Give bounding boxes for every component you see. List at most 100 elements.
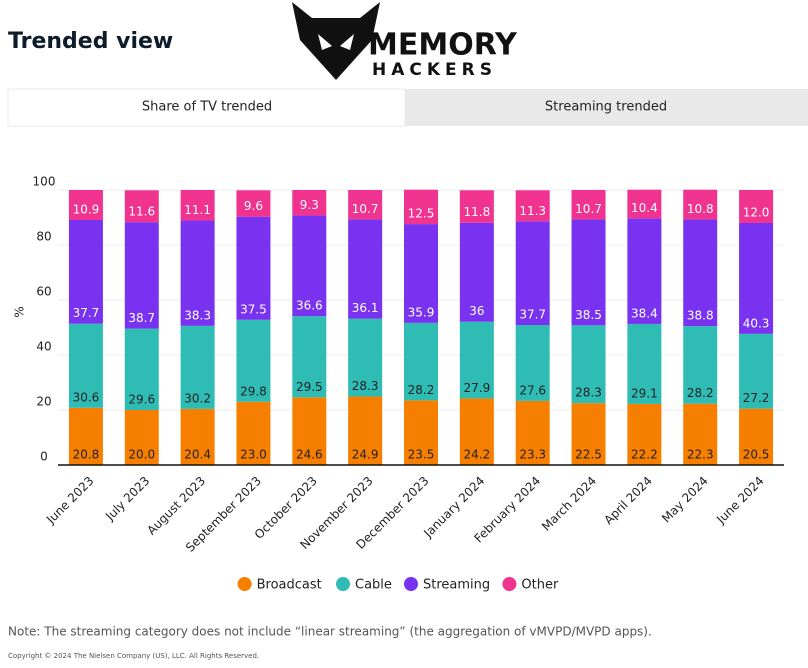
data-label: 29.1 bbox=[631, 386, 658, 400]
y-tick-label: 60 bbox=[36, 285, 51, 299]
copyright: Copyright © 2024 The Nielsen Company (US… bbox=[8, 652, 259, 660]
data-label: 10.4 bbox=[631, 201, 658, 215]
legend-label: Broadcast bbox=[257, 578, 322, 593]
bar-segment bbox=[236, 319, 271, 402]
bar-segment bbox=[68, 190, 103, 220]
bar-segment bbox=[515, 400, 550, 465]
data-label: 10.7 bbox=[352, 202, 379, 216]
x-tick-label: March 2024 bbox=[539, 474, 599, 534]
bar-segment bbox=[68, 219, 103, 324]
data-label: 30.2 bbox=[184, 391, 211, 405]
data-label: 36.1 bbox=[352, 301, 379, 315]
bar-segment bbox=[180, 220, 215, 326]
data-label: 28.3 bbox=[352, 379, 379, 393]
tab-label[interactable]: Share of TV trended bbox=[142, 100, 272, 115]
x-tick-label: July 2023 bbox=[102, 474, 152, 524]
y-tick-label: 80 bbox=[36, 230, 51, 244]
bar-segment bbox=[459, 321, 494, 399]
data-label: 10.7 bbox=[575, 202, 602, 216]
data-label: 10.8 bbox=[687, 202, 714, 216]
bar-segment bbox=[236, 190, 271, 217]
logo-text: HACKERS bbox=[372, 60, 497, 80]
data-label: 36.6 bbox=[296, 299, 323, 313]
data-label: 20.4 bbox=[184, 448, 211, 462]
data-label: 23.5 bbox=[408, 448, 435, 462]
data-label: 38.3 bbox=[184, 308, 211, 322]
bar-segment bbox=[459, 190, 494, 223]
bar-segment bbox=[348, 190, 383, 220]
x-tick-label: April 2024 bbox=[601, 474, 655, 528]
data-label: 28.2 bbox=[687, 386, 714, 400]
data-label: 12.5 bbox=[408, 207, 435, 221]
y-tick-label: 20 bbox=[36, 395, 51, 409]
data-label: 23.3 bbox=[519, 448, 546, 462]
data-label: 35.9 bbox=[408, 305, 435, 319]
data-label: 20.5 bbox=[743, 448, 770, 462]
legend-label: Streaming bbox=[423, 578, 490, 593]
data-label: 27.6 bbox=[519, 383, 546, 397]
bar-segment bbox=[627, 189, 662, 219]
legend-label: Cable bbox=[355, 578, 392, 593]
x-tick-label: June 2023 bbox=[43, 474, 96, 527]
data-label: 37.7 bbox=[73, 306, 100, 320]
y-axis-label: % bbox=[13, 306, 27, 317]
bar-segment bbox=[627, 323, 662, 404]
bar-segment bbox=[292, 397, 327, 465]
y-tick-label: 40 bbox=[36, 340, 51, 354]
data-label: 29.8 bbox=[240, 384, 267, 398]
bar-segment bbox=[236, 216, 271, 320]
data-label: 38.4 bbox=[631, 306, 658, 320]
bar-segment bbox=[124, 222, 159, 329]
bar-segment bbox=[124, 190, 159, 223]
bar-segment bbox=[348, 318, 383, 397]
data-label: 9.3 bbox=[300, 198, 319, 212]
data-label: 27.9 bbox=[463, 381, 490, 395]
bar-segment bbox=[627, 403, 662, 465]
bar-segment bbox=[571, 403, 606, 465]
bar-segment bbox=[739, 408, 774, 465]
bar-segment bbox=[292, 190, 327, 216]
data-label: 28.2 bbox=[408, 383, 435, 397]
bar-segment bbox=[68, 323, 103, 408]
data-label: 38.5 bbox=[575, 308, 602, 322]
bar-segment bbox=[515, 325, 550, 401]
tab-background bbox=[405, 89, 808, 126]
data-label: 22.2 bbox=[631, 448, 658, 462]
page-title: Trended view bbox=[8, 29, 173, 54]
data-label: 11.1 bbox=[184, 203, 211, 217]
data-label: 30.6 bbox=[73, 390, 100, 404]
logo-text: MEMORY bbox=[368, 28, 518, 63]
bar-segment bbox=[739, 190, 774, 223]
bar-segment bbox=[236, 401, 271, 465]
data-label: 28.3 bbox=[575, 386, 602, 400]
data-label: 38.8 bbox=[687, 309, 714, 323]
bar-segment bbox=[348, 396, 383, 465]
bar-segment bbox=[515, 221, 550, 326]
tab-label[interactable]: Streaming trended bbox=[545, 100, 667, 115]
bar-segment bbox=[348, 219, 383, 319]
bar-segment bbox=[180, 190, 215, 221]
legend-swatch bbox=[237, 577, 252, 591]
tab-active[interactable] bbox=[7, 88, 406, 127]
bar-segment bbox=[683, 403, 718, 465]
bar-segment bbox=[571, 325, 606, 404]
note: Note: The streaming category does not in… bbox=[8, 625, 652, 639]
legend-item: Other bbox=[502, 577, 559, 593]
data-label: 24.6 bbox=[296, 448, 323, 462]
data-label: 22.3 bbox=[687, 448, 714, 462]
bar-segment bbox=[515, 190, 550, 222]
data-label: 23.0 bbox=[240, 448, 267, 462]
data-label: 29.5 bbox=[296, 380, 323, 394]
bar-segment bbox=[571, 190, 606, 220]
logo: MEMORY HACKERS bbox=[292, 2, 518, 80]
legend-label: Other bbox=[521, 578, 559, 593]
data-label: 11.8 bbox=[463, 205, 490, 219]
legend-item: Cable bbox=[336, 577, 392, 593]
y-tick-label: 0 bbox=[40, 450, 48, 464]
legend-swatch bbox=[336, 577, 350, 591]
data-label: 24.2 bbox=[463, 448, 490, 462]
bar-segment bbox=[459, 398, 494, 465]
legend-swatch bbox=[404, 577, 418, 591]
